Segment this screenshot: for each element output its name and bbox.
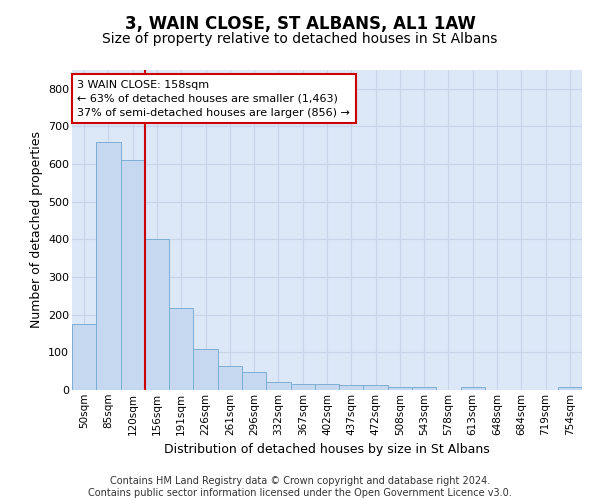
Bar xyxy=(193,348,218,390)
Bar xyxy=(145,240,169,390)
Bar xyxy=(364,385,388,390)
Bar xyxy=(218,366,242,390)
Bar xyxy=(558,388,582,390)
Text: Size of property relative to detached houses in St Albans: Size of property relative to detached ho… xyxy=(103,32,497,46)
Bar xyxy=(121,160,145,390)
Bar xyxy=(412,386,436,390)
Bar xyxy=(242,372,266,390)
Bar xyxy=(266,382,290,390)
Bar xyxy=(96,142,121,390)
Bar xyxy=(290,384,315,390)
Bar xyxy=(388,388,412,390)
Bar xyxy=(315,384,339,390)
Bar xyxy=(72,324,96,390)
Y-axis label: Number of detached properties: Number of detached properties xyxy=(29,132,43,328)
Text: 3 WAIN CLOSE: 158sqm
← 63% of detached houses are smaller (1,463)
37% of semi-de: 3 WAIN CLOSE: 158sqm ← 63% of detached h… xyxy=(77,80,350,118)
Bar xyxy=(169,308,193,390)
Bar xyxy=(461,387,485,390)
Text: Contains HM Land Registry data © Crown copyright and database right 2024.
Contai: Contains HM Land Registry data © Crown c… xyxy=(88,476,512,498)
X-axis label: Distribution of detached houses by size in St Albans: Distribution of detached houses by size … xyxy=(164,443,490,456)
Text: 3, WAIN CLOSE, ST ALBANS, AL1 1AW: 3, WAIN CLOSE, ST ALBANS, AL1 1AW xyxy=(125,15,475,33)
Bar xyxy=(339,384,364,390)
